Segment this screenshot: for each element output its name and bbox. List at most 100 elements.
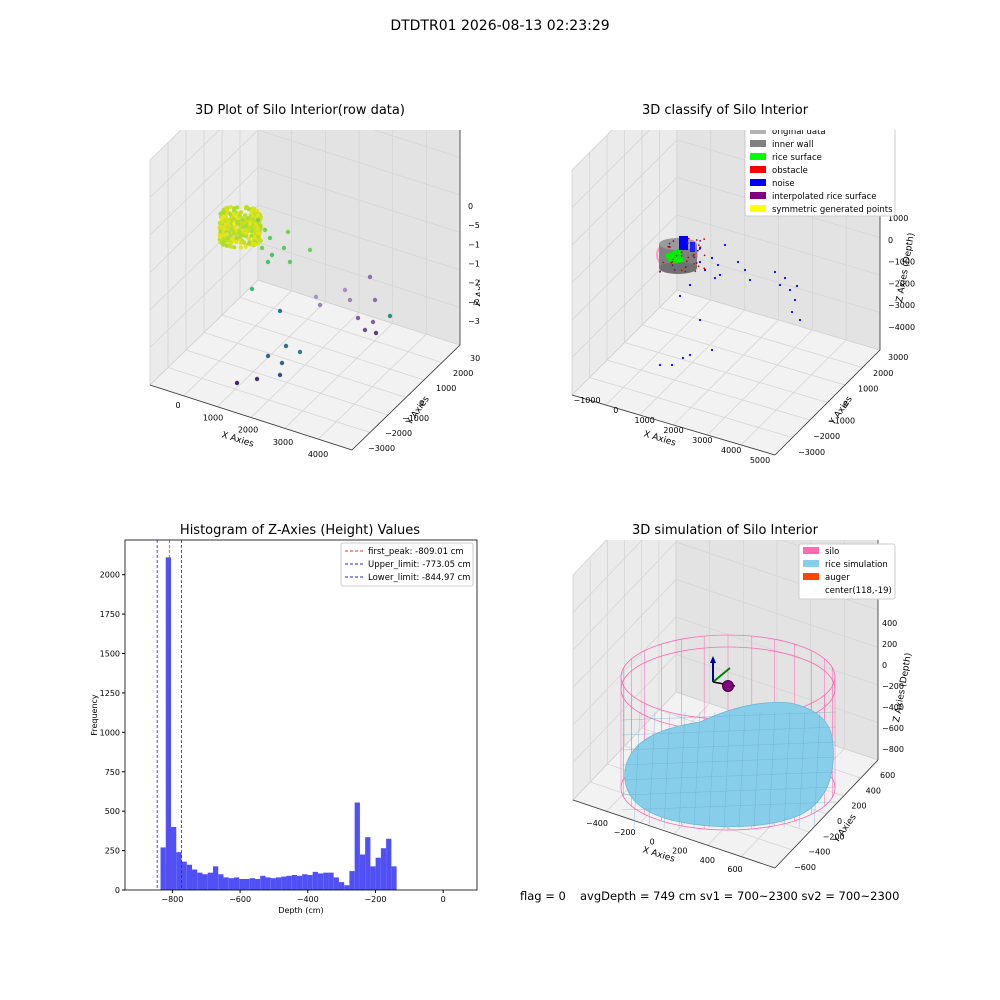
histogram-bar bbox=[176, 852, 182, 890]
raw-point bbox=[283, 343, 289, 349]
p2-y-tick-label: 3000 bbox=[888, 353, 908, 362]
p1-z-tick-label: −500 bbox=[468, 221, 480, 230]
legend-label: rice surface bbox=[772, 153, 822, 163]
p4-z-tick-label: 400 bbox=[882, 619, 897, 628]
legend-box bbox=[340, 542, 474, 587]
plot-frame bbox=[124, 539, 478, 891]
grid-line bbox=[149, 130, 461, 236]
y-tick-label: 1000 bbox=[100, 728, 120, 737]
rice-mesh-line bbox=[621, 786, 837, 796]
histogram-bar bbox=[275, 877, 282, 890]
p2-x-tick-label: 3000 bbox=[692, 436, 712, 445]
histogram-bar bbox=[223, 877, 229, 890]
rice-mesh-line bbox=[648, 711, 656, 829]
rice-mesh-line bbox=[621, 771, 837, 781]
raw-point bbox=[248, 221, 253, 226]
x-tick-label: −600 bbox=[229, 895, 251, 904]
histogram-bar bbox=[165, 557, 172, 890]
obstacle-point bbox=[680, 269, 683, 272]
x-axis-line bbox=[571, 394, 776, 456]
obstacle-point bbox=[692, 255, 695, 257]
x-tick-label: −200 bbox=[364, 895, 386, 904]
raw-point bbox=[221, 226, 226, 231]
p4-z-tick-label: 0 bbox=[882, 661, 887, 670]
legend-label: rice simulation bbox=[825, 560, 888, 570]
p1-x-tick-label: 1000 bbox=[203, 413, 223, 422]
p4-x-tick-label: 200 bbox=[672, 847, 687, 856]
raw-point bbox=[233, 224, 238, 228]
histogram-bar bbox=[181, 861, 187, 890]
obstacle-point bbox=[696, 249, 699, 252]
noise-point bbox=[698, 246, 702, 250]
p2-y-tick-label: −2000 bbox=[813, 432, 840, 441]
rice-simulation-surface bbox=[624, 702, 834, 828]
p1-z-tick-label: −2500 bbox=[468, 298, 480, 307]
raw-point bbox=[249, 229, 254, 234]
raw-point bbox=[241, 218, 246, 223]
p2-y-tick-label: 2000 bbox=[873, 369, 893, 378]
legend-swatch bbox=[750, 153, 766, 160]
p2-x-tick-label: 2000 bbox=[663, 426, 683, 435]
raw-point bbox=[256, 213, 260, 218]
noise-point bbox=[795, 284, 799, 288]
panel3-histogram: −800 −600 −400 −200 0 0 250 500 750 1000 1250 1500 1… bbox=[90, 539, 478, 915]
legend-label: noise bbox=[772, 179, 795, 189]
noise-point bbox=[698, 260, 702, 264]
p1-z-tick-label: −3000 bbox=[468, 317, 480, 326]
obstacle-point bbox=[703, 238, 706, 241]
obstacle-point bbox=[684, 270, 687, 273]
histogram-bar bbox=[244, 878, 250, 890]
raw-point bbox=[249, 233, 254, 238]
legend-label: original data bbox=[772, 130, 826, 137]
obstacle-point bbox=[695, 239, 698, 241]
p2-x-tick-label: 1000 bbox=[634, 416, 654, 425]
p1-z-tick-label: −2000 bbox=[468, 279, 480, 288]
raw-point bbox=[249, 286, 255, 292]
histogram-bar bbox=[359, 854, 366, 890]
raw-point bbox=[387, 313, 393, 319]
legend-label: silo bbox=[825, 547, 839, 557]
rice-mesh-line bbox=[738, 711, 746, 829]
p1-x-tick-label: 3000 bbox=[273, 438, 293, 447]
rice-mesh-line bbox=[693, 711, 701, 829]
x-tick-label: 0 bbox=[441, 895, 446, 904]
p1-z-tick-label: −1000 bbox=[468, 240, 480, 249]
raw-point bbox=[355, 315, 361, 321]
p2-z-axis-label: Z Axies (Depth) bbox=[895, 232, 917, 303]
p4-x-tick-label: 400 bbox=[700, 856, 715, 865]
flag-text: flag = 0 bbox=[520, 889, 566, 903]
histogram-bar bbox=[207, 872, 213, 890]
p2-y-tick-label: −3000 bbox=[798, 448, 825, 457]
p4-y-tick-label: 0 bbox=[837, 817, 842, 826]
y-tick-label: 1250 bbox=[100, 689, 120, 698]
raw-point bbox=[255, 231, 260, 236]
panel4-title: 3D simulation of Silo Interior bbox=[632, 523, 818, 538]
noise-point bbox=[773, 270, 777, 274]
histogram-bar bbox=[202, 874, 208, 890]
obstacle-point bbox=[698, 244, 700, 247]
p1-y-tick-label: 3000 bbox=[470, 354, 480, 363]
p4-z-tick-label: 200 bbox=[882, 640, 897, 649]
noise-point bbox=[788, 288, 792, 292]
p4-y-tick-label: 600 bbox=[880, 771, 895, 780]
raw-point bbox=[313, 294, 319, 300]
p2-z-tick-label: 0 bbox=[888, 236, 893, 245]
histogram-bar bbox=[233, 877, 240, 890]
legend-swatch bbox=[803, 547, 819, 554]
histogram-bar bbox=[328, 872, 334, 890]
obstacle-point bbox=[673, 269, 676, 271]
histogram-bar bbox=[270, 878, 276, 890]
obstacle-point bbox=[686, 260, 688, 263]
histogram-bar bbox=[197, 872, 203, 890]
legend-swatch bbox=[750, 140, 766, 147]
histogram-bar bbox=[296, 875, 303, 890]
grid-line bbox=[318, 333, 427, 440]
raw-point bbox=[287, 259, 293, 265]
legend-label: obstacle bbox=[772, 166, 808, 176]
p4-y-tick-label: 400 bbox=[866, 786, 881, 795]
histogram-bar bbox=[228, 878, 234, 890]
histogram-bar bbox=[344, 885, 350, 890]
avg-depth-text: avgDepth = 749 cm sv1 = 700~2300 sv2 = 7… bbox=[580, 889, 900, 903]
histogram-bar bbox=[349, 871, 355, 890]
rice-mesh-line bbox=[678, 711, 686, 829]
